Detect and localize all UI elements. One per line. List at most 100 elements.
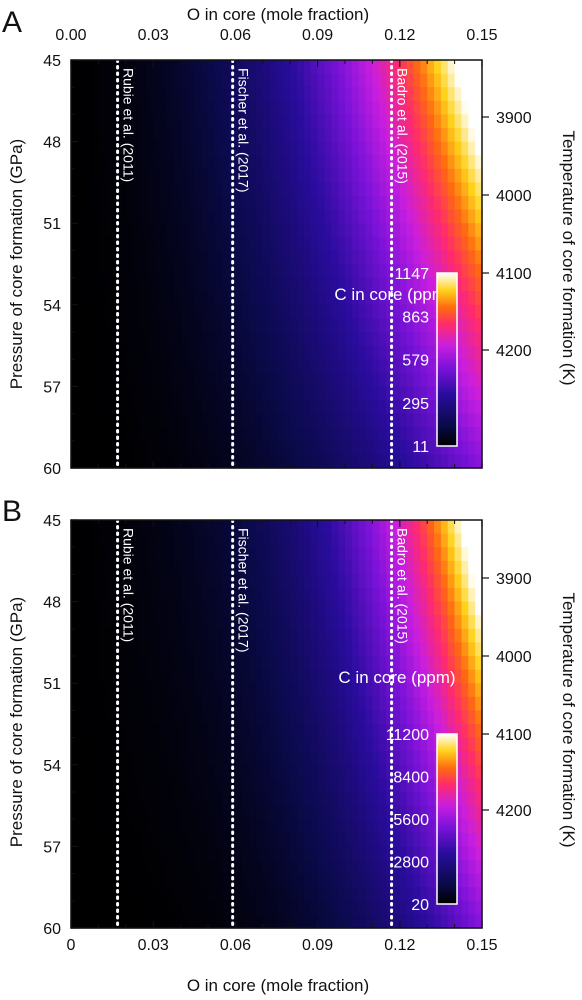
heatmap-cell (132, 683, 141, 698)
heatmap-cell (365, 236, 373, 251)
heatmap-cell (386, 400, 394, 415)
heatmap-cell (454, 764, 463, 779)
heatmap-cell (77, 345, 86, 360)
heatmap-cell (413, 236, 421, 251)
heatmap-cell (372, 683, 380, 698)
heatmap-cell (208, 440, 216, 455)
heatmap-cell (297, 656, 305, 671)
heatmap-cell (208, 914, 216, 929)
heatmap-cell (345, 372, 353, 387)
heatmap-cell (77, 304, 86, 319)
heatmap-cell (112, 737, 120, 752)
heatmap-cell (358, 656, 367, 671)
heatmap-cell (324, 724, 332, 739)
heatmap-cell (132, 533, 141, 548)
heatmap-cell (386, 155, 394, 170)
heatmap-cell (358, 413, 367, 428)
heatmap-cell (413, 710, 421, 725)
heatmap-cell (166, 87, 175, 102)
heatmap-cell (71, 656, 79, 671)
heatmap-cell (290, 277, 298, 292)
heatmap-cell (303, 764, 312, 779)
heatmap-cell (290, 304, 298, 319)
heatmap-cell (317, 182, 326, 197)
heatmap-cell (331, 751, 339, 766)
heatmap-cell (276, 413, 284, 428)
heatmap-cell (201, 304, 209, 319)
heatmap-cell (297, 792, 305, 807)
heatmap-cell (427, 318, 435, 333)
heatmap-cell (297, 533, 305, 548)
heatmap-cell (290, 168, 298, 183)
heatmap-cell (249, 141, 257, 156)
heatmap-cell (297, 615, 305, 630)
heatmap-cell (166, 332, 175, 347)
heatmap-cell (105, 250, 113, 265)
heatmap-cell (372, 601, 380, 616)
heatmap-cell (221, 751, 230, 766)
heatmap-cell (132, 155, 141, 170)
heatmap-cell (399, 778, 408, 793)
heatmap-cell (358, 73, 367, 88)
heatmap-cell (125, 141, 134, 156)
heatmap-cell (84, 560, 93, 575)
heatmap-cell (77, 696, 86, 711)
heatmap-cell (255, 588, 264, 603)
heatmap-cell (386, 710, 394, 725)
heatmap-cell (160, 710, 168, 725)
heatmap-cell (351, 304, 360, 319)
heatmap-cell (118, 400, 127, 415)
heatmap-cell (201, 345, 209, 360)
panel-a: A O in core (mole fraction) Rubie et al.… (2, 5, 578, 478)
heatmap-cell (98, 914, 106, 929)
heatmap-cell (386, 386, 394, 401)
heatmap-cell (235, 887, 243, 902)
heatmap-cell (475, 60, 483, 75)
heatmap-cell (173, 359, 182, 374)
heatmap-cell (139, 209, 147, 224)
heatmap-cell (71, 696, 79, 711)
heatmap-cell (71, 819, 79, 834)
heatmap-cell (338, 114, 346, 129)
heatmap-cell (153, 683, 161, 698)
heatmap-cell (269, 669, 278, 684)
heatmap-cell (180, 359, 189, 374)
heatmap-cell (331, 887, 339, 902)
heatmap-cell (153, 601, 161, 616)
heatmap-cell (269, 887, 278, 902)
heatmap-cell (242, 318, 250, 333)
heatmap-cell (427, 805, 435, 820)
heatmap-cell (358, 642, 367, 657)
heatmap-cell (180, 900, 189, 915)
heatmap-cell (345, 141, 353, 156)
heatmap-cell (84, 73, 93, 88)
heatmap-cell (351, 60, 360, 75)
heatmap-cell (420, 805, 428, 820)
heatmap-cell (365, 574, 373, 589)
heatmap-cell (77, 73, 86, 88)
heatmap-cell (91, 427, 99, 442)
heatmap-cell (324, 914, 332, 929)
heatmap-cell (105, 628, 113, 643)
heatmap-cell (208, 345, 216, 360)
heatmap-cell (331, 87, 339, 102)
heatmap-cell (153, 873, 161, 888)
heatmap-cell (249, 615, 257, 630)
heatmap-cell (406, 236, 415, 251)
heatmap-cell (399, 914, 408, 929)
heatmap-cell (358, 264, 367, 279)
heatmap-cell (392, 141, 401, 156)
heatmap-cell (440, 209, 449, 224)
heatmap-cell (208, 683, 216, 698)
heatmap-cell (276, 683, 284, 698)
heatmap-cell (310, 683, 319, 698)
heatmap-cell (221, 900, 230, 915)
heatmap-cell (338, 724, 346, 739)
heatmap-cell (269, 792, 278, 807)
heatmap-cell (338, 805, 346, 820)
heatmap-cell (283, 209, 291, 224)
heatmap-cell (454, 887, 463, 902)
heatmap-cell (386, 236, 394, 251)
heatmap-cell (255, 209, 264, 224)
